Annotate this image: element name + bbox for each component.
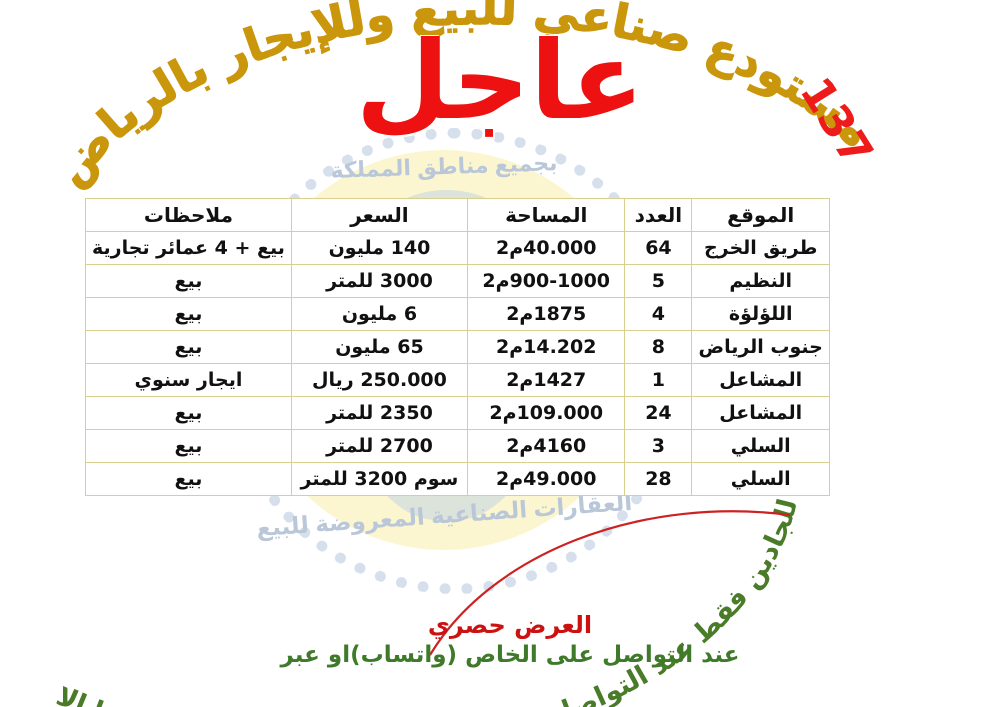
cell-area: 40.000م2 [466, 231, 626, 265]
cell-area: 1427م2 [466, 363, 626, 397]
cell-area: 900-1000م2 [466, 264, 626, 298]
table-body: طريق الخرج 64 40.000م2 140 مليون بيع + 4 عما… [85, 231, 830, 496]
cell-price: 140 مليون [290, 231, 469, 265]
table-row: طريق الخرج 64 40.000م2 140 مليون بيع + 4 عما… [85, 231, 830, 265]
arc-promo: التفاصيل للجادين فقط عند التواصل على الخ… [0, 431, 1000, 707]
cell-location: المشاعل [691, 396, 830, 430]
cell-notes: ايجار سنوي [85, 363, 292, 397]
side-notes: اسعار تقديرية وقابلة للتفاوض وفق رغبة ال… [830, 0, 1000, 707]
listings-table-wrapper: الموقع العدد المساحة السعر ملاحظات طريق … [85, 198, 830, 496]
table-header-row: الموقع العدد المساحة السعر ملاحظات [85, 198, 830, 232]
col-header-count: العدد [624, 198, 693, 232]
table-row: النظيم 5 900-1000م2 3000 للمتر بيع [85, 264, 830, 298]
table-row: اللؤلؤة 4 1875م2 6 مليون بيع [85, 297, 830, 331]
cell-count: 5 [624, 264, 693, 298]
cell-count: 24 [624, 396, 693, 430]
urgent-badge: عاجل [355, 19, 645, 144]
listings-table: الموقع العدد المساحة السعر ملاحظات طريق … [85, 198, 830, 496]
cell-notes: بيع [85, 396, 292, 430]
cell-notes: بيع [85, 264, 292, 298]
col-header-price: السعر [290, 198, 469, 232]
cell-count: 8 [624, 330, 693, 364]
col-header-location: الموقع [691, 198, 830, 232]
col-header-area: المساحة [466, 198, 626, 232]
table-row: جنوب الرياض 8 14.202م2 65 مليون بيع [85, 330, 830, 364]
cell-location: اللؤلؤة [691, 297, 830, 331]
arc-title: مستودع صناعي للبيع وللإيجار بالرياض [0, 0, 1000, 220]
cell-notes: بيع + 4 عمائر تجارية [85, 231, 292, 265]
promo-block: العرض حصري عند التواصل على الخاص (واتساب… [250, 611, 770, 669]
table-row: السلي 3 4160م2 2700 للمتر بيع [85, 429, 830, 463]
cell-location: السلي [691, 462, 830, 496]
cell-count: 1 [624, 363, 693, 397]
table-row: السلي 28 49.000م2 سوم 3200 للمتر بيع [85, 462, 830, 496]
cell-notes: بيع [85, 462, 292, 496]
cell-price: سوم 3200 للمتر [290, 462, 469, 496]
cell-price: 3000 للمتر [290, 264, 469, 298]
cell-location: طريق الخرج [691, 231, 830, 265]
cell-count: 4 [624, 297, 693, 331]
cell-price: 6 مليون [290, 297, 469, 331]
table-row: المشاعل 24 109.000م2 2350 للمتر بيع [85, 396, 830, 430]
col-header-notes: ملاحظات [85, 198, 292, 232]
cell-price: 2700 للمتر [290, 429, 469, 463]
arc-underline [0, 455, 1000, 707]
cell-notes: بيع [85, 429, 292, 463]
promo-exclusive: العرض حصري [427, 611, 593, 639]
cell-area: 1875م2 [466, 297, 626, 331]
cell-area: 109.000م2 [466, 396, 626, 430]
cell-area: 49.000م2 [466, 462, 626, 496]
cell-notes: بيع [85, 297, 292, 331]
table-row: المشاعل 1 1427م2 250.000 ريال ايجار سنوي [85, 363, 830, 397]
cell-price: 250.000 ريال [290, 363, 469, 397]
cell-price: 65 مليون [290, 330, 469, 364]
cell-location: المشاعل [691, 363, 830, 397]
cell-area: 4160م2 [466, 429, 626, 463]
cell-location: جنوب الرياض [691, 330, 830, 364]
cell-price: 2350 للمتر [290, 396, 469, 430]
promo-contact: عند التواصل على الخاص (واتساب)او عبر [280, 641, 740, 668]
cell-notes: بيع [85, 330, 292, 364]
cell-location: النظيم [691, 264, 830, 298]
cell-area: 14.202م2 [466, 330, 626, 364]
cell-count: 28 [624, 462, 693, 496]
cell-location: السلي [691, 429, 830, 463]
cell-count: 64 [624, 231, 693, 265]
